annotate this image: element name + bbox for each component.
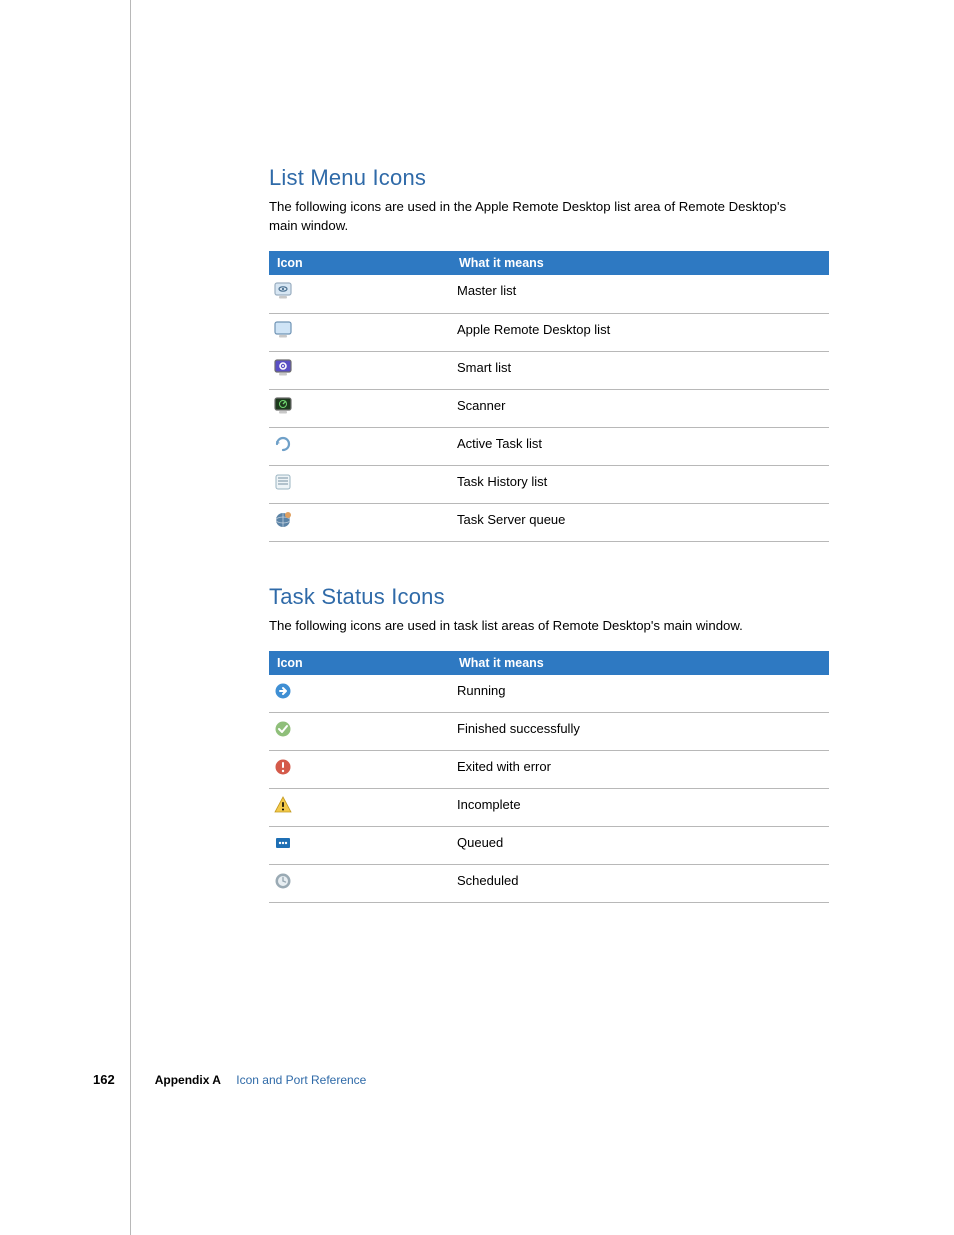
- task-server-icon: [273, 510, 293, 530]
- icon-cell: [269, 313, 451, 351]
- smart-list-icon: [273, 358, 293, 378]
- icon-cell: [269, 751, 451, 789]
- meaning-cell: Smart list: [451, 351, 829, 389]
- icon-cell: [269, 713, 451, 751]
- meaning-cell: Task Server queue: [451, 503, 829, 541]
- table-row: Task History list: [269, 465, 829, 503]
- col-icon: Icon: [269, 651, 451, 675]
- table-row: Scanner: [269, 389, 829, 427]
- icon-cell: [269, 275, 451, 313]
- icon-cell: [269, 503, 451, 541]
- intro-task-status-icons: The following icons are used in task lis…: [269, 616, 809, 635]
- queued-icon: [273, 833, 293, 853]
- intro-list-menu-icons: The following icons are used in the Appl…: [269, 197, 809, 235]
- table-row: Finished successfully: [269, 713, 829, 751]
- table-row: Queued: [269, 827, 829, 865]
- scheduled-icon: [273, 871, 293, 891]
- icon-cell: [269, 675, 451, 713]
- icon-cell: [269, 789, 451, 827]
- meaning-cell: Incomplete: [451, 789, 829, 827]
- meaning-cell: Active Task list: [451, 427, 829, 465]
- page-footer: 162 Appendix A Icon and Port Reference: [93, 1072, 366, 1087]
- page-content: List Menu Icons The following icons are …: [130, 0, 832, 1235]
- table-row: Running: [269, 675, 829, 713]
- meaning-cell: Running: [451, 675, 829, 713]
- error-icon: [273, 757, 293, 777]
- table-list-menu-icons: Icon What it means Master listApple Remo…: [269, 251, 829, 542]
- table-row: Scheduled: [269, 865, 829, 903]
- icon-cell: [269, 827, 451, 865]
- running-icon: [273, 681, 293, 701]
- col-icon: Icon: [269, 251, 451, 275]
- table-row: Master list: [269, 275, 829, 313]
- meaning-cell: Scanner: [451, 389, 829, 427]
- meaning-cell: Master list: [451, 275, 829, 313]
- finished-icon: [273, 719, 293, 739]
- meaning-cell: Exited with error: [451, 751, 829, 789]
- icon-cell: [269, 865, 451, 903]
- meaning-cell: Task History list: [451, 465, 829, 503]
- ard-list-icon: [273, 320, 293, 340]
- icon-cell: [269, 389, 451, 427]
- task-history-icon: [273, 472, 293, 492]
- meaning-cell: Scheduled: [451, 865, 829, 903]
- incomplete-icon: [273, 795, 293, 815]
- table-row: Apple Remote Desktop list: [269, 313, 829, 351]
- table-row: Active Task list: [269, 427, 829, 465]
- meaning-cell: Queued: [451, 827, 829, 865]
- col-meaning: What it means: [451, 651, 829, 675]
- meaning-cell: Finished successfully: [451, 713, 829, 751]
- meaning-cell: Apple Remote Desktop list: [451, 313, 829, 351]
- active-task-icon: [273, 434, 293, 454]
- heading-task-status-icons: Task Status Icons: [269, 584, 832, 610]
- appendix-title: Icon and Port Reference: [236, 1073, 366, 1087]
- page-number: 162: [93, 1072, 115, 1087]
- table-row: Smart list: [269, 351, 829, 389]
- heading-list-menu-icons: List Menu Icons: [269, 165, 832, 191]
- icon-cell: [269, 427, 451, 465]
- table-task-status-icons: Icon What it means RunningFinished succe…: [269, 651, 829, 904]
- col-meaning: What it means: [451, 251, 829, 275]
- icon-cell: [269, 351, 451, 389]
- icon-cell: [269, 465, 451, 503]
- table-row: Incomplete: [269, 789, 829, 827]
- table-row: Exited with error: [269, 751, 829, 789]
- table-row: Task Server queue: [269, 503, 829, 541]
- appendix-label: Appendix A: [155, 1073, 221, 1087]
- master-list-icon: [273, 281, 293, 301]
- scanner-icon: [273, 396, 293, 416]
